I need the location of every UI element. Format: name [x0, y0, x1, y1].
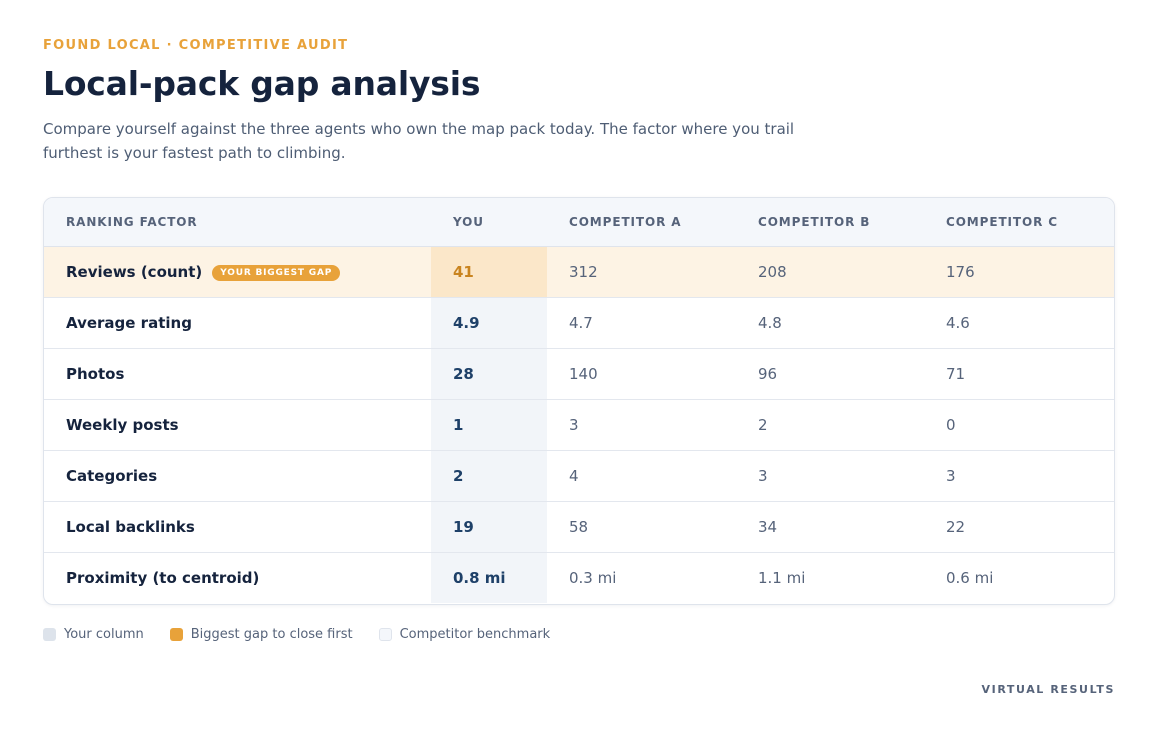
legend-item-your-column: Your column	[43, 627, 144, 642]
competitor-b-cell: 2	[736, 399, 924, 451]
eyebrow-label: FOUND LOCAL · COMPETITIVE AUDIT	[43, 38, 349, 53]
competitor-c-cell: 3	[924, 450, 1114, 502]
factor-cell: Photos	[44, 348, 431, 400]
legend-item-biggest-gap: Biggest gap to close first	[169, 627, 353, 642]
column-header-competitor-c: COMPETITOR C	[924, 198, 1114, 247]
table-row: Weekly posts 1 3 2 0	[44, 399, 1114, 451]
your-column-swatch-icon	[43, 628, 56, 641]
factor-cell: Weekly posts	[44, 399, 431, 451]
competitor-c-cell: 176	[924, 246, 1114, 298]
factor-cell: Average rating	[44, 297, 431, 349]
table-row: Average rating 4.9 4.7 4.8 4.6	[44, 297, 1114, 349]
factor-cell: Local backlinks	[44, 501, 431, 553]
column-header-you: YOU	[431, 198, 547, 247]
factor-cell: Reviews (count) YOUR BIGGEST GAP	[44, 246, 431, 298]
competitor-c-cell: 0	[924, 399, 1114, 451]
you-cell: 4.9	[431, 297, 547, 349]
page-title: Local-pack gap analysis	[43, 64, 481, 103]
factor-cell: Proximity (to centroid)	[66, 568, 260, 587]
competitor-benchmark-swatch-icon	[378, 628, 392, 641]
table-row: Reviews (count) YOUR BIGGEST GAP 41 312 2…	[44, 246, 1114, 298]
footer-brand: VIRTUAL RESULTS	[981, 683, 1115, 696]
you-cell: 28	[431, 348, 547, 400]
gap-analysis-table: RANKING FACTOR YOU COMPETITOR A COMPETIT…	[43, 197, 1115, 605]
you-cell: 19	[431, 501, 547, 553]
factor-label: Reviews (count)	[66, 262, 203, 281]
biggest-gap-badge: YOUR BIGGEST GAP	[212, 264, 341, 281]
legend-label: Competitor benchmark	[399, 627, 551, 642]
competitor-a-cell: 4	[547, 450, 736, 502]
page-subtitle: Compare yourself against the three agent…	[43, 120, 795, 162]
competitor-b-cell: 208	[736, 246, 924, 298]
table-header-row: RANKING FACTOR YOU COMPETITOR A COMPETIT…	[44, 198, 1114, 247]
you-cell: 41	[431, 246, 547, 298]
you-cell: 1	[431, 399, 547, 451]
biggest-gap-swatch-icon	[169, 628, 183, 641]
competitor-a-cell: 3	[547, 399, 736, 451]
legend: Your column Biggest gap to close first C…	[43, 627, 576, 642]
you-cell: 2	[431, 450, 547, 502]
legend-label: Biggest gap to close first	[190, 627, 353, 642]
competitor-c-cell: 22	[924, 501, 1114, 553]
table-row: Categories 2 4 3 3	[44, 450, 1114, 502]
competitor-b-cell: 1.1 mi	[758, 568, 806, 587]
competitor-a-cell: 312	[547, 246, 736, 298]
factor-cell: Categories	[44, 450, 431, 502]
you-cell: 0.8 mi	[431, 552, 547, 603]
competitor-c-cell: 0.6 mi	[946, 568, 994, 587]
table-row: Photos 28 140 96 71	[44, 348, 1114, 400]
competitor-c-cell: 4.6	[924, 297, 1114, 349]
competitor-b-cell: 96	[736, 348, 924, 400]
competitor-a-cell: 0.3 mi	[569, 568, 617, 587]
competitor-c-cell: 71	[924, 348, 1114, 400]
column-header-ranking-factor: RANKING FACTOR	[44, 198, 431, 247]
column-header-competitor-a: COMPETITOR A	[547, 198, 736, 247]
legend-item-competitor-benchmark: Competitor benchmark	[378, 627, 551, 642]
competitor-b-cell: 34	[736, 501, 924, 553]
legend-label: Your column	[64, 627, 144, 642]
competitor-a-cell: 140	[547, 348, 736, 400]
table-row: Local backlinks 19 58 34 22	[44, 501, 1114, 553]
competitor-b-cell: 3	[736, 450, 924, 502]
column-header-competitor-b: COMPETITOR B	[736, 198, 924, 247]
competitor-a-cell: 58	[547, 501, 736, 553]
competitor-a-cell: 4.7	[547, 297, 736, 349]
table-row: Proximity (to centroid) 0.8 mi 0.3 mi 1.…	[44, 552, 1114, 603]
competitor-b-cell: 4.8	[736, 297, 924, 349]
